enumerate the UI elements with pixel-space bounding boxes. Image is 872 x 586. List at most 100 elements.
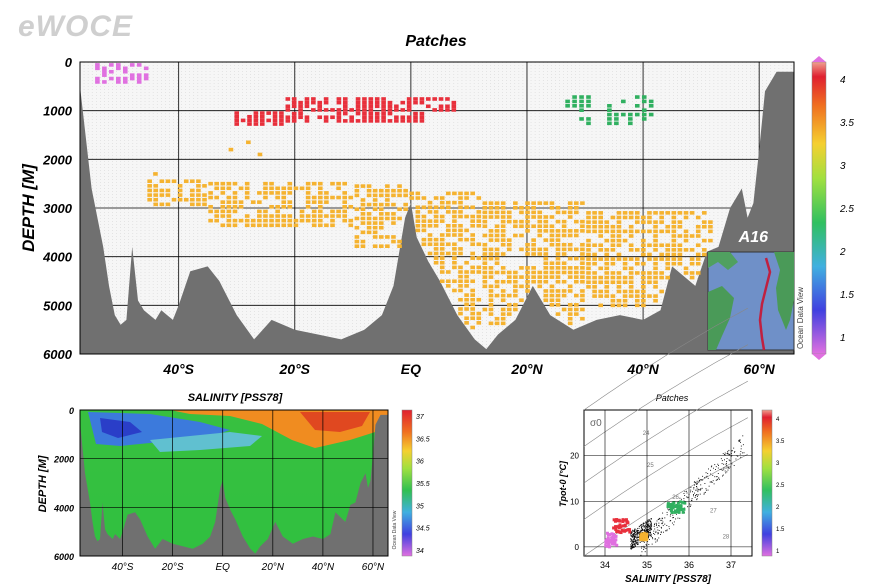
patch-marker xyxy=(519,233,524,238)
ts-station-point xyxy=(638,530,640,532)
patch-marker xyxy=(543,289,549,293)
patch-marker xyxy=(567,275,573,279)
patch-marker xyxy=(287,200,293,204)
patch-marker xyxy=(586,104,591,108)
patch-marker xyxy=(519,224,524,229)
patch-marker xyxy=(438,104,444,109)
patch-marker xyxy=(476,256,482,260)
patch-marker xyxy=(446,251,451,256)
patch-marker xyxy=(143,66,149,71)
patch-marker xyxy=(342,104,348,109)
ts-station-point xyxy=(655,532,657,533)
patch-marker xyxy=(122,69,128,74)
ts-station-point xyxy=(677,517,679,519)
patch-marker xyxy=(555,233,561,238)
ts-station-point xyxy=(634,533,636,535)
patch-marker xyxy=(263,195,268,200)
patch-marker xyxy=(458,288,463,293)
ts-station-point xyxy=(654,538,656,539)
patch-marker xyxy=(336,214,341,218)
ts-station-point xyxy=(656,539,658,541)
ts-station-point xyxy=(728,449,730,451)
patch-marker xyxy=(506,275,512,279)
ts-station-point xyxy=(646,520,648,522)
patch-marker xyxy=(567,233,573,238)
patch-marker xyxy=(665,243,671,248)
patch-marker xyxy=(95,80,100,84)
patch-marker xyxy=(598,257,603,261)
patch-marker xyxy=(415,223,421,228)
patch-marker xyxy=(628,121,633,126)
ts-station-point xyxy=(632,530,634,532)
patch-marker xyxy=(592,275,597,280)
patch-marker xyxy=(592,211,597,215)
patch-marker xyxy=(458,223,463,228)
ts-patch-marker xyxy=(628,530,632,534)
main-colorbar-tick-label: 1.5 xyxy=(840,290,854,301)
patch-marker xyxy=(574,266,579,270)
ts-station-point xyxy=(633,544,635,546)
ts-station-point xyxy=(678,500,680,502)
ts-station-point xyxy=(641,529,643,531)
patch-marker xyxy=(531,224,536,229)
patch-marker xyxy=(323,100,329,105)
ts-station-point xyxy=(645,526,647,528)
patch-marker xyxy=(446,210,451,214)
patch-marker xyxy=(537,210,543,215)
patch-marker xyxy=(95,63,100,67)
salinity-low-core xyxy=(100,418,142,438)
patch-marker xyxy=(177,193,183,197)
patch-marker xyxy=(159,188,165,193)
patch-marker xyxy=(574,229,579,233)
patch-marker xyxy=(488,270,494,275)
patch-marker xyxy=(525,201,530,205)
ts-station-point xyxy=(665,530,667,532)
patch-marker xyxy=(580,224,585,229)
ts-station-point xyxy=(643,545,645,547)
ts-patch-marker xyxy=(679,500,683,504)
patch-marker xyxy=(397,239,402,244)
patch-marker xyxy=(634,271,640,275)
patch-marker xyxy=(374,104,380,109)
ts-station-point xyxy=(668,526,670,528)
ts-station-point xyxy=(633,535,635,537)
patch-marker xyxy=(458,205,463,210)
ts-station-point xyxy=(635,540,636,542)
patch-marker xyxy=(385,193,390,198)
patch-marker xyxy=(494,321,500,326)
patch-marker xyxy=(330,214,335,218)
ts-patch-marker xyxy=(610,540,614,544)
ts-station-point xyxy=(635,541,637,543)
patch-marker xyxy=(253,118,259,123)
patch-marker xyxy=(494,215,500,219)
patch-marker xyxy=(372,207,378,212)
ts-patch-marker xyxy=(612,538,616,542)
ts-station-point xyxy=(634,536,636,538)
ts-station-point xyxy=(690,505,691,507)
patch-marker xyxy=(452,228,457,233)
patch-marker xyxy=(342,195,348,200)
ts-station-point xyxy=(650,533,652,535)
salinity-colorbar-tick-label: 36.5 xyxy=(416,436,430,443)
patch-marker xyxy=(671,261,677,266)
ts-station-point xyxy=(654,533,656,535)
ts-station-point xyxy=(634,532,636,534)
ts-station-point xyxy=(649,527,650,529)
patch-marker xyxy=(387,100,393,105)
patch-marker xyxy=(592,252,597,257)
patch-marker xyxy=(482,252,488,256)
patch-marker xyxy=(439,196,445,200)
ts-station-point xyxy=(697,489,699,491)
patch-marker xyxy=(616,220,622,224)
ts-station-point xyxy=(633,541,635,543)
patch-marker xyxy=(476,321,482,325)
patch-marker xyxy=(374,119,380,123)
main-colorbar-tick-label: 2.5 xyxy=(839,204,854,215)
patch-marker xyxy=(298,111,303,116)
ts-patch-marker xyxy=(642,531,646,535)
patch-marker xyxy=(394,115,399,120)
patch-marker xyxy=(653,294,658,298)
ts-station-point xyxy=(702,479,704,481)
patch-marker xyxy=(452,288,457,293)
patch-marker xyxy=(500,201,506,205)
